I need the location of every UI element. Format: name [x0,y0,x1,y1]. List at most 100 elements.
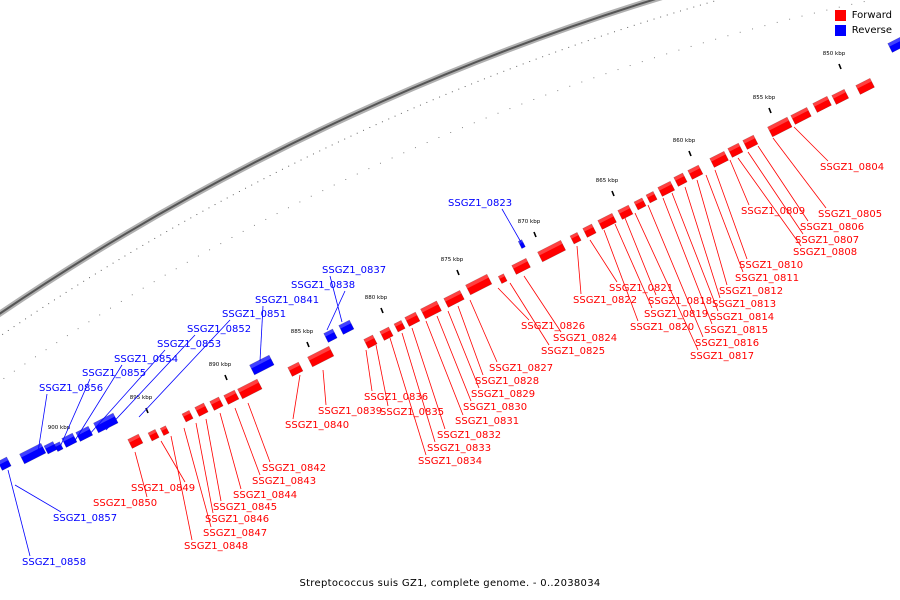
gene-label: SSGZ1_0849 [131,483,195,494]
minor-tick [100,269,102,271]
gene-label: SSGZ1_0834 [418,456,482,467]
gene-label: SSGZ1_0850 [93,498,157,509]
minor-tick [555,51,557,53]
gene-block [727,142,744,158]
leader-line [729,159,750,206]
leader-line [589,239,618,283]
minor-tick [164,274,166,276]
legend-forward-label: Forward [851,10,892,21]
tick-label: 880 kbp [365,295,388,301]
legend-forward: Forward [834,8,892,23]
minor-tick [197,255,199,257]
tick-mark [611,190,615,197]
minor-tick [605,73,607,75]
leader-line [14,484,62,513]
gene-block [147,429,160,442]
minor-tick [607,33,609,35]
leader-line [614,223,653,309]
minor-tick [727,35,729,37]
minor-tick [131,294,133,296]
minor-tick [432,99,434,101]
leader-line [37,393,48,453]
minor-tick [65,291,67,293]
minor-tick [172,227,174,229]
minor-tick [702,42,704,44]
leader-line [509,282,550,346]
tick-mark [838,63,842,70]
gene-block [404,311,421,327]
minor-tick [257,181,259,183]
leader-line [497,287,530,321]
gene-block [617,204,634,220]
minor-tick [533,98,535,100]
leader-line [662,197,713,325]
minor-tick [88,321,90,323]
minor-tick [71,288,73,290]
legend: Forward Reverse [834,8,892,38]
minor-tick [509,108,511,110]
leader-line [375,344,389,407]
minor-tick [306,156,308,158]
minor-tick [184,220,186,222]
gene-block [855,77,875,95]
minor-tick [333,184,335,186]
leader-line [757,145,809,222]
minor-tick [312,153,314,155]
gene-label: SSGZ1_0851 [222,309,286,320]
minor-tick [77,328,79,330]
leader-line [259,305,264,362]
minor-tick [776,21,778,23]
minor-tick [826,9,828,11]
minor-tick [587,40,589,42]
minor-tick [30,314,32,316]
minor-tick [414,147,416,149]
gene-label: SSGZ1_0807 [795,235,859,246]
gene-label: SSGZ1_0852 [187,324,251,335]
gene-block [645,191,658,204]
gene-block [307,345,335,368]
gene-label: SSGZ1_0810 [739,260,803,271]
minor-tick [130,251,132,253]
minor-tick [190,217,192,219]
gene-block [127,433,144,449]
minor-tick [699,4,701,6]
minor-tick [686,8,688,10]
minor-tick [19,322,21,324]
minor-tick [620,29,622,31]
minor-tick [629,65,631,67]
minor-tick [25,318,27,320]
minor-tick [660,16,662,18]
minor-tick [545,94,547,96]
leader-line [73,364,123,443]
gene-block [569,232,582,245]
minor-tick [438,136,440,138]
minor-tick [413,107,415,109]
leader-line [329,275,343,323]
minor-tick [497,112,499,114]
gene-label: SSGZ1_0820 [630,322,694,333]
gene-label: SSGZ1_0828 [475,376,539,387]
gene-block [19,442,47,465]
minor-tick [53,299,55,301]
minor-tick [394,115,396,117]
minor-tick [379,162,381,164]
minor-tick [391,157,393,159]
minor-tick [110,307,112,309]
leader-line [7,469,31,557]
minor-tick [509,68,511,70]
minor-tick [24,363,26,365]
gene-block [393,320,406,333]
minor-tick [148,241,150,243]
leader-line [671,192,719,312]
gene-block [633,197,647,211]
tick-label: 900 kbp [48,425,71,431]
minor-tick [265,218,267,220]
gene-block [249,354,275,376]
tick-mark [306,341,310,348]
minor-tick [679,10,681,12]
gene-label: SSGZ1_0838 [291,280,355,291]
gene-label: SSGZ1_0855 [82,368,146,379]
tick-mark [224,374,228,381]
minor-tick [614,31,616,33]
minor-tick [208,207,210,209]
